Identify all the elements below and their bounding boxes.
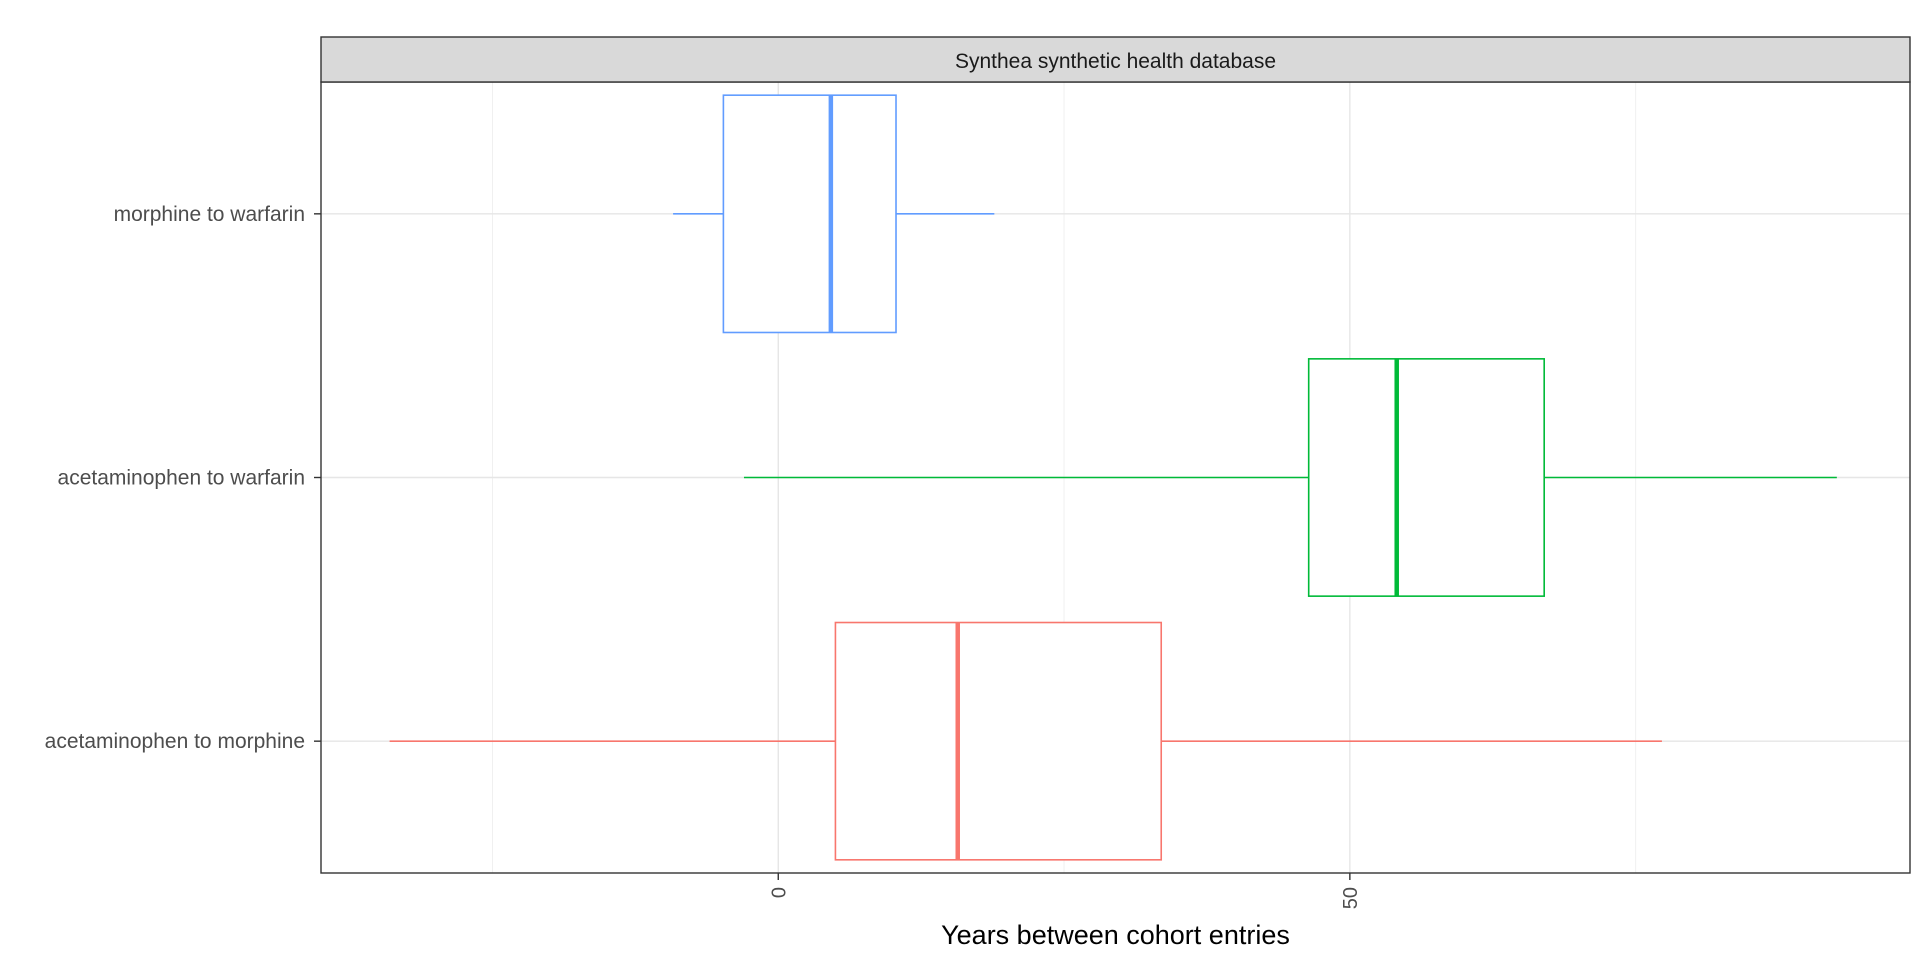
box-iqr bbox=[834, 621, 1163, 861]
box-1 bbox=[389, 621, 1662, 861]
data-layer bbox=[389, 94, 1837, 861]
box-iqr bbox=[1307, 358, 1545, 597]
x-tick-label: 50 bbox=[1340, 887, 1362, 909]
y-tick-label: acetaminophen to warfarin bbox=[58, 467, 305, 490]
box-iqr bbox=[722, 94, 897, 334]
box-3 bbox=[673, 94, 995, 334]
x-tick-label: 0 bbox=[768, 887, 790, 898]
axis-layer: acetaminophen to morphine acetaminophen t… bbox=[45, 203, 1362, 909]
box-2 bbox=[743, 358, 1837, 597]
facet-title: Synthea synthetic health database bbox=[955, 50, 1276, 73]
x-axis-title: Years between cohort entries bbox=[941, 920, 1290, 950]
y-tick-label: morphine to warfarin bbox=[114, 203, 305, 226]
y-tick-label: acetaminophen to morphine bbox=[45, 730, 305, 753]
facet-strip bbox=[320, 36, 1911, 83]
